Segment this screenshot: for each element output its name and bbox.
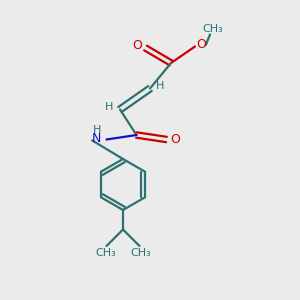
- Text: N: N: [92, 131, 102, 145]
- Text: O: O: [170, 133, 180, 146]
- Text: H: H: [105, 101, 114, 112]
- Text: H: H: [93, 125, 101, 135]
- Text: O: O: [197, 38, 206, 52]
- Text: H: H: [156, 80, 165, 91]
- Text: CH₃: CH₃: [202, 24, 223, 34]
- Text: O: O: [132, 39, 142, 52]
- Text: CH₃: CH₃: [95, 248, 116, 258]
- Text: CH₃: CH₃: [130, 248, 151, 258]
